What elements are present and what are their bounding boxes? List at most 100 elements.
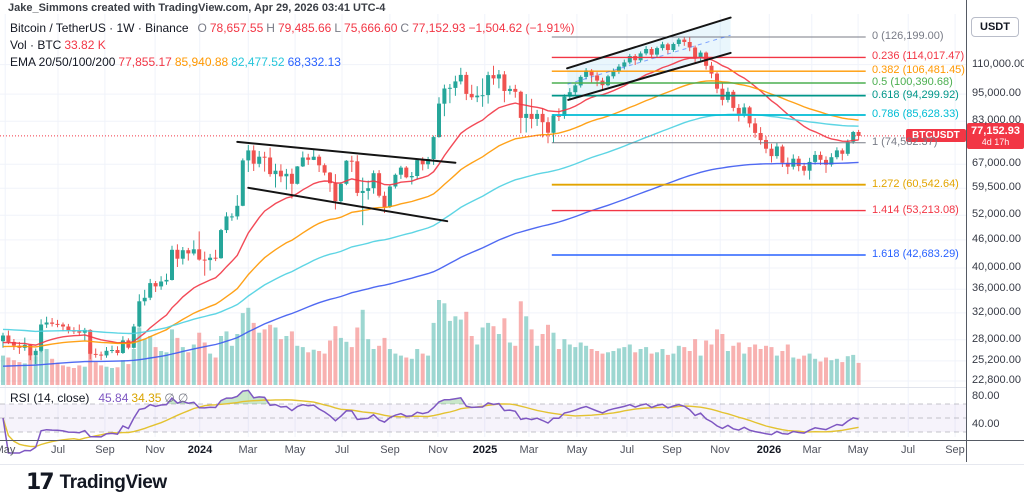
volume-bar — [671, 353, 676, 385]
fib-label-0[interactable]: 0 (126,199.00) — [872, 30, 944, 42]
candle-body — [1, 335, 5, 342]
candle-body — [328, 172, 332, 184]
attribution-text: Jake_Simmons created with TradingView.co… — [8, 2, 386, 14]
volume-bar — [535, 345, 540, 385]
volume-bar — [665, 354, 670, 385]
volume-bar — [513, 345, 518, 385]
fib-label-0.5[interactable]: 0.5 (100,390.68) — [872, 76, 953, 88]
volume-bar — [644, 347, 649, 385]
volume-bar — [469, 336, 474, 385]
candle-body — [496, 74, 501, 79]
ema-100-line — [2, 113, 859, 335]
candle-body — [349, 160, 354, 162]
volume-bar — [131, 349, 136, 385]
fib-label-0.382[interactable]: 0.382 (106,481.45) — [872, 64, 965, 76]
volume-bar — [578, 342, 583, 385]
candle-body — [491, 75, 496, 79]
volume-bar — [551, 332, 556, 385]
time-axis-label: Sep — [95, 444, 115, 456]
candle-body — [791, 158, 796, 167]
candle-body — [382, 195, 387, 207]
volume-legend-row[interactable]: Vol · BTC 33.82 K — [10, 38, 109, 52]
rsi-axis-label: 80.00 — [972, 390, 1000, 402]
volume-bar — [791, 357, 796, 385]
volume-bar — [284, 336, 289, 385]
fib-label-0.618[interactable]: 0.618 (94,299.92) — [872, 89, 959, 101]
candle-body — [28, 344, 33, 356]
volume-bar — [186, 352, 191, 385]
candle-body — [758, 133, 763, 141]
tradingview-logo-icon: 17 — [26, 470, 55, 495]
candle-body — [415, 160, 420, 176]
candle-body — [606, 76, 610, 86]
volume-bar — [546, 324, 550, 385]
ema-legend-row[interactable]: EMA 20/50/100/200 77,855.17 85,940.88 82,47… — [10, 55, 344, 69]
volume-bar — [720, 334, 725, 385]
candle-body — [622, 62, 627, 67]
volume-bar — [742, 353, 747, 385]
ema50-value: 85,940.88 — [174, 55, 229, 69]
candle-body — [595, 75, 600, 81]
volume-bar — [715, 329, 719, 385]
volume-bar — [137, 327, 142, 385]
candle-body — [720, 88, 725, 100]
candle-body — [311, 156, 316, 160]
volume-bar — [55, 362, 60, 385]
candle-body — [262, 156, 267, 158]
chart-canvas[interactable] — [0, 0, 1024, 462]
candle-body — [366, 188, 371, 191]
fib-label-1.272[interactable]: 1.272 (60,542.64) — [872, 178, 959, 190]
candle-body — [93, 353, 98, 355]
volume-bar — [328, 340, 332, 385]
fib-label-0.236[interactable]: 0.236 (114,017.47) — [872, 50, 965, 62]
candle-body — [33, 350, 38, 356]
price-axis-label: 46,000.00 — [972, 233, 1021, 245]
currency-badge: USDT — [971, 17, 1019, 37]
symbol-legend-row[interactable]: Bitcoin / TetherUS · 1W · Binance O 78,657… — [10, 21, 578, 35]
ascending-channel-2025-line[interactable] — [566, 16, 732, 70]
volume-bar — [278, 339, 283, 385]
volume-bar — [824, 357, 828, 385]
candle-body — [186, 250, 191, 254]
candle-body — [148, 283, 153, 298]
price-axis-label: 52,000.00 — [972, 208, 1021, 220]
candle-body — [142, 297, 147, 302]
descending-channel-2024-line[interactable] — [236, 140, 457, 164]
candle-body — [99, 354, 104, 356]
time-axis-label: May — [284, 444, 306, 456]
volume-bar — [1, 355, 5, 385]
ema-50-line — [2, 80, 859, 348]
candle-body — [567, 92, 572, 97]
volume-bar — [219, 336, 223, 385]
candle-body — [845, 141, 850, 154]
time-axis-label: Nov — [145, 444, 165, 456]
candle-body — [131, 326, 136, 348]
candle-body — [377, 173, 382, 196]
fib-label-1.618[interactable]: 1.618 (42,683.29) — [872, 248, 959, 260]
rsi-legend-row[interactable]: RSI (14, close) 45.84 34.35 ∅ ∅ — [10, 391, 191, 405]
volume-bar — [562, 339, 567, 385]
close-label: C — [400, 21, 410, 35]
volume-bar — [627, 344, 632, 385]
candle-body — [268, 157, 273, 175]
open-label: O — [197, 21, 207, 35]
rsi-ma-value: 34.35 — [131, 391, 162, 405]
time-axis-label: May — [566, 444, 588, 456]
volume-bar — [606, 352, 610, 385]
footer-strip — [0, 464, 1024, 502]
tradingview-logo[interactable]: 17 TradingView — [26, 470, 167, 495]
ascending-channel-2025-line[interactable] — [567, 51, 732, 101]
volume-bar — [611, 351, 616, 385]
fib-label-1.414[interactable]: 1.414 (53,213.08) — [872, 204, 959, 216]
descending-channel-2024-line[interactable] — [247, 186, 449, 223]
volume-bar — [17, 362, 22, 385]
volume-bar — [175, 337, 180, 385]
candle-body — [627, 56, 632, 63]
fib-label-0.786[interactable]: 0.786 (85,628.33) — [872, 108, 959, 120]
fib-label-1[interactable]: 1 (74,582.37) — [872, 136, 938, 148]
volume-bar — [99, 365, 104, 385]
volume-bar — [371, 349, 376, 385]
volume-bar — [660, 349, 665, 385]
volume-label: Vol · BTC — [10, 38, 62, 52]
volume-bar — [529, 329, 534, 385]
